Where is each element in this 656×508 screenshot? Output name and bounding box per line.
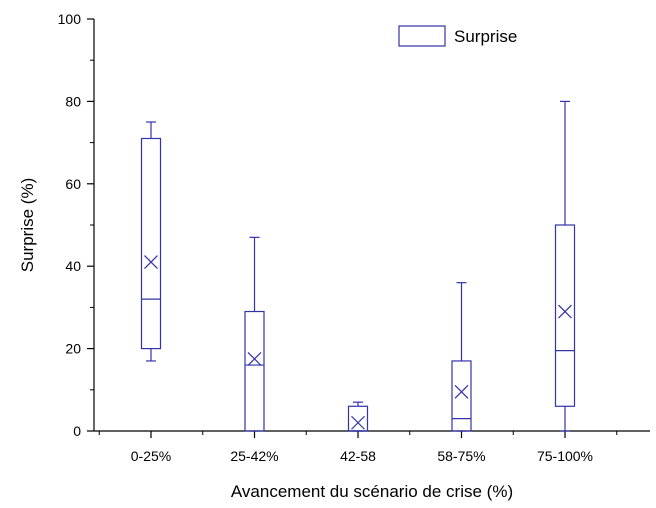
x-tick-label: 42-58 — [340, 448, 376, 464]
mean-marker — [558, 304, 572, 319]
y-tick-label: 80 — [65, 93, 81, 109]
box-iqr — [451, 360, 472, 432]
mean-marker — [247, 351, 262, 366]
legend-swatch — [398, 25, 446, 47]
x-tick-label: 0-25% — [131, 448, 171, 464]
box — [554, 100, 576, 432]
boxes — [140, 100, 576, 432]
y-tick-label: 20 — [65, 341, 81, 357]
legend-label: Surprise — [454, 27, 517, 46]
box-iqr — [347, 405, 369, 432]
box — [347, 401, 369, 432]
x-tick-label: 25-42% — [230, 448, 278, 464]
mean-marker — [454, 384, 469, 399]
y-tick-label: 0 — [73, 423, 81, 439]
box — [140, 121, 162, 362]
box-iqr — [244, 310, 265, 432]
box — [244, 236, 265, 432]
x-axis-title: Avancement du scénario de crise (%) — [231, 482, 513, 501]
x-tick-label: 75-100% — [537, 448, 593, 464]
legend: Surprise — [398, 25, 517, 47]
mean-marker — [144, 255, 158, 270]
y-tick-label: 100 — [58, 11, 82, 27]
box-iqr — [554, 224, 576, 407]
x-axis-ticks: 0-25% 25-42% 42-58 58-75% 75-100% — [98, 431, 618, 464]
box-iqr — [140, 137, 162, 350]
box — [451, 282, 472, 432]
y-tick-label: 60 — [65, 176, 81, 192]
mean-marker — [351, 415, 365, 430]
y-axis-ticks: 0 20 40 60 80 100 — [58, 11, 94, 439]
x-tick-label: 58-75% — [437, 448, 485, 464]
y-axis-title: Surprise (%) — [18, 178, 37, 272]
y-tick-label: 40 — [65, 258, 81, 274]
